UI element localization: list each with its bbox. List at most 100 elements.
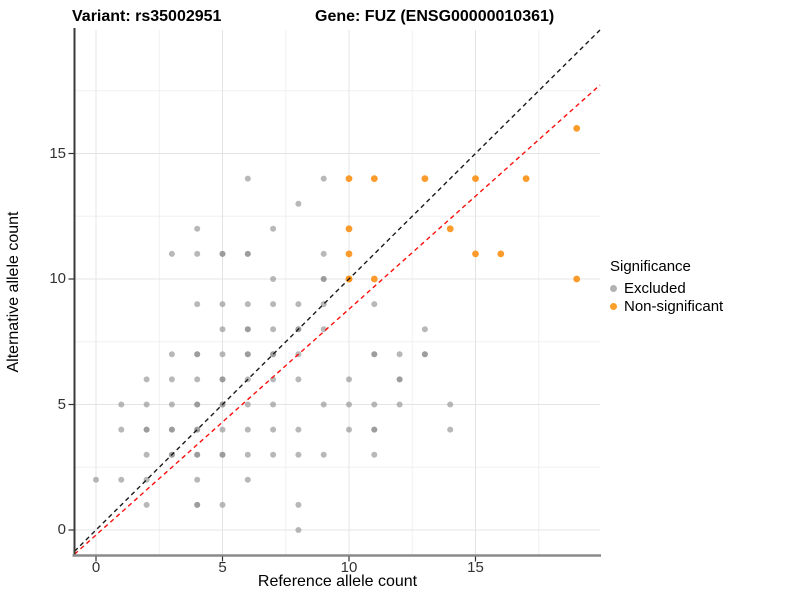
data-point-excluded (371, 426, 378, 433)
data-point-excluded (143, 501, 150, 508)
data-point-non-significant (573, 124, 581, 132)
data-point-excluded (93, 476, 99, 483)
data-point-excluded (346, 376, 352, 383)
x-tick-label: 10 (340, 559, 358, 576)
data-point-excluded (295, 527, 302, 533)
data-point-excluded (244, 301, 251, 308)
data-point-excluded (270, 326, 277, 333)
data-point-excluded (295, 376, 302, 383)
data-point-excluded (194, 250, 201, 257)
x-tick-label: 15 (467, 559, 484, 576)
data-point-excluded (295, 451, 302, 458)
data-point-excluded (143, 451, 150, 458)
data-point-excluded (244, 451, 251, 458)
y-tick-label: 15 (49, 144, 66, 162)
data-point-excluded (320, 326, 327, 333)
data-point-excluded (421, 351, 428, 358)
data-point-non-significant (370, 175, 378, 183)
data-point-excluded (168, 250, 175, 257)
data-point-excluded (371, 301, 378, 308)
legend-item-label: Non-significant (624, 297, 724, 315)
data-point-excluded (346, 426, 352, 433)
data-point-excluded (118, 476, 125, 483)
legend-item-excluded: Excluded (610, 279, 723, 297)
data-point-non-significant (472, 250, 479, 258)
data-point-excluded (447, 426, 454, 433)
data-point-excluded (295, 200, 302, 207)
data-point-excluded (270, 401, 277, 408)
gene-title: Gene: FUZ (ENSG00000010361) (315, 8, 555, 25)
data-point-excluded (219, 351, 226, 358)
data-point-excluded (219, 501, 226, 508)
data-point-excluded (168, 401, 175, 408)
data-point-excluded (194, 376, 201, 383)
data-point-excluded (244, 401, 251, 408)
data-point-excluded (143, 426, 150, 433)
data-point-excluded (118, 401, 125, 408)
data-point-excluded (371, 351, 378, 358)
x-tick-label: 0 (91, 559, 101, 576)
data-point-excluded (219, 301, 226, 308)
data-point-excluded (270, 451, 277, 458)
x-tick-label: 5 (218, 559, 227, 576)
data-point-excluded (320, 175, 327, 182)
data-point-excluded (295, 501, 302, 508)
data-point-excluded (320, 451, 327, 458)
data-point-non-significant (573, 275, 581, 283)
identity-line (74, 29, 601, 552)
data-point-excluded (371, 401, 378, 408)
data-point-excluded (219, 451, 226, 458)
variant-title: Variant: rs35002951 (72, 8, 222, 25)
data-point-excluded (194, 225, 201, 232)
legend-title: Significance (610, 258, 691, 275)
data-point-excluded (244, 426, 251, 433)
data-point-non-significant (472, 175, 479, 183)
data-point-excluded (118, 426, 125, 433)
data-point-non-significant (446, 225, 454, 233)
data-point-excluded (295, 426, 302, 433)
data-point-non-significant (370, 275, 378, 283)
data-point-excluded (168, 376, 175, 383)
data-point-non-significant (345, 175, 353, 183)
x-axis-label: Reference allele count (257, 573, 418, 590)
y-tick-label: 10 (49, 270, 66, 287)
data-point-excluded (244, 175, 251, 182)
data-point-non-significant (345, 250, 353, 258)
data-point-excluded (143, 376, 150, 383)
data-point-excluded (143, 401, 150, 408)
data-point-excluded (320, 250, 327, 257)
data-point-excluded (194, 501, 201, 508)
legend: Significance Excluded Non-significant (610, 258, 723, 315)
non-significant-swatch-icon (610, 302, 617, 310)
data-point-excluded (194, 451, 201, 458)
data-point-excluded (320, 401, 327, 408)
fit-line (74, 84, 601, 555)
y-tick-label: 0 (57, 521, 66, 538)
data-point-non-significant (421, 175, 429, 183)
data-point-excluded (371, 451, 378, 458)
data-point-excluded (219, 250, 226, 257)
data-point-excluded (270, 276, 277, 282)
data-point-excluded (396, 376, 403, 383)
data-point-excluded (421, 326, 428, 333)
data-point-excluded (194, 476, 201, 483)
data-point-excluded (244, 250, 251, 257)
legend-item-non-significant: Non-significant (610, 297, 723, 315)
data-point-excluded (447, 401, 454, 408)
data-point-excluded (244, 326, 251, 333)
legend-item-label: Excluded (624, 279, 686, 297)
data-point-excluded (244, 476, 251, 483)
data-point-excluded (295, 301, 302, 308)
data-point-excluded (270, 426, 277, 433)
data-point-excluded (270, 301, 277, 308)
data-point-excluded (168, 351, 175, 358)
data-point-excluded (346, 401, 352, 408)
data-point-excluded (270, 225, 277, 232)
y-tick-label: 5 (57, 395, 66, 413)
data-point-non-significant (522, 175, 530, 183)
data-point-non-significant (345, 225, 353, 233)
excluded-swatch-icon (610, 284, 617, 292)
data-point-non-significant (497, 250, 505, 258)
